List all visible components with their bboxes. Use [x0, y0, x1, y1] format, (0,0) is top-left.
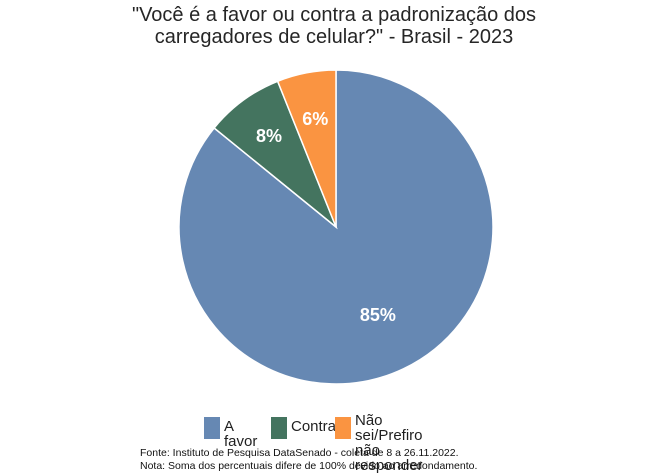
legend-label-nao-sei: Não sei/Prefiro não responder: [355, 413, 423, 473]
footer-note: Nota: Soma dos percentuais difere de 100…: [140, 459, 478, 472]
pie-slice-nao-sei: [276, 69, 337, 228]
legend-label-a-favor-line-1: A favor: [224, 418, 258, 450]
pie-slices: [178, 69, 494, 385]
chart-title-line-2: carregadores de celular?" - Brasil - 202…: [154, 26, 514, 48]
legend-label-a-favor: A favor: [224, 419, 257, 449]
legend-swatch-nao-sei: [335, 417, 351, 439]
legend-label-contra-line-1: Contra: [291, 418, 337, 435]
pie-label-nao-sei: 6%: [302, 109, 328, 129]
pie-data-labels: 85% 8% 6%: [256, 109, 396, 325]
pie-label-contra: 8%: [256, 126, 282, 146]
legend-label-nao-sei-line-2: responder: [355, 457, 423, 474]
legend-swatch-a-favor: [204, 417, 220, 439]
chart-title: "Você é a favor ou contra a padronização…: [0, 4, 668, 48]
legend-label-nao-sei-line-1: Não sei/Prefiro não: [355, 412, 423, 459]
chart-title-line-1: "Você é a favor ou contra a padronização…: [131, 4, 537, 26]
pie-label-a-favor: 85%: [360, 305, 396, 325]
footer-source: Fonte: Instituto de Pesquisa DataSenado …: [140, 447, 459, 459]
chart-footer: Fonte: Instituto de Pesquisa DataSenado …: [140, 447, 477, 472]
legend-swatch-contra: [271, 417, 287, 439]
legend-label-contra: Contra: [291, 419, 336, 434]
